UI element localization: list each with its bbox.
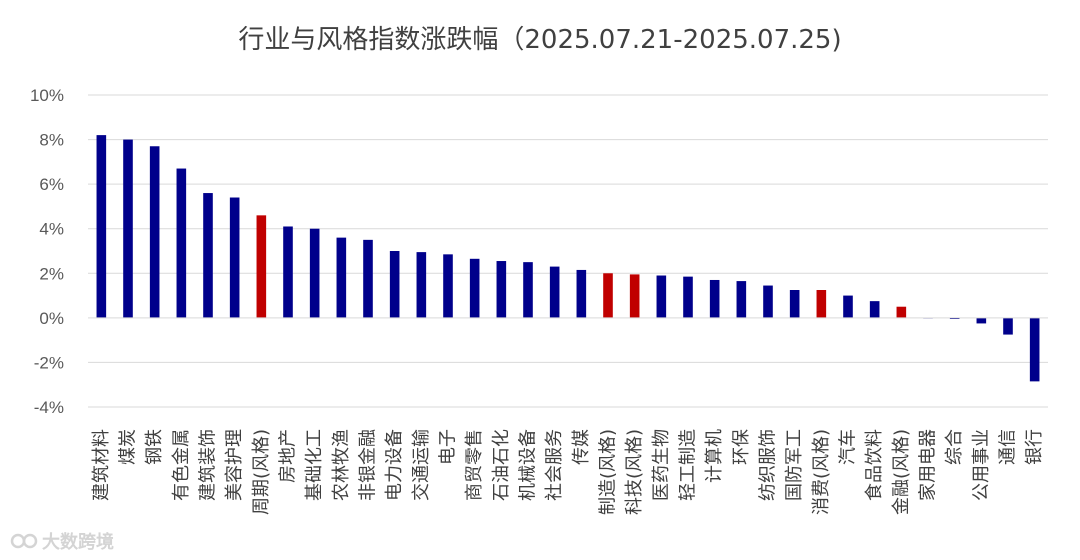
bar [416,252,427,318]
x-tick-label: 纺织服饰 [758,429,779,501]
x-tick-label: 消费(风格) [811,429,832,515]
y-tick-label: 10% [30,86,64,105]
x-tick-label: 家用电器 [918,429,939,501]
bar [709,279,720,318]
x-tick-label: 房地产 [278,429,299,483]
bar [736,281,747,318]
x-tick-label: 农林牧渔 [331,429,352,501]
x-tick-label: 电力设备 [384,429,405,501]
x-tick-label: 国防军工 [784,429,805,501]
bar [469,258,480,318]
chart-title: 行业与风格指数涨跌幅（2025.07.21-2025.07.25) [238,25,841,55]
x-tick-label: 基础化工 [304,429,325,501]
bar [843,295,853,318]
infinity-logo-icon [10,533,38,549]
y-tick-label: 6% [39,175,64,194]
x-tick-label: 银行 [1024,429,1045,465]
y-tick-label: 0% [39,309,64,328]
bar [176,168,187,318]
bar [1029,317,1040,382]
bar [576,269,587,318]
x-tick-label: 环保 [731,429,752,465]
bar [789,290,800,318]
x-tick-label: 计算机 [704,429,725,483]
x-tick-label: 机械设备 [518,429,539,501]
y-tick-label: 4% [39,220,64,239]
x-tick-label: 制造(风格) [598,429,619,515]
watermark: 大数跨境 [10,531,114,553]
bar [283,226,293,318]
bar [816,290,827,318]
x-tick-label: 交通运输 [411,429,432,501]
bar [389,251,400,318]
x-tick-label: 金融(风格) [891,429,912,515]
x-tick-label: 食品饮料 [864,429,885,501]
bar [309,228,320,318]
x-tick-label: 钢铁 [144,429,165,465]
bar [229,197,240,318]
x-tick-label: 社会服务 [544,429,565,501]
x-tick-label: 周期(风格) [251,429,272,515]
bar [896,306,907,318]
bar [149,146,160,318]
bar [496,261,507,318]
x-tick-label: 美容护理 [224,429,245,501]
bar [1003,317,1013,335]
x-tick-label: 煤炭 [118,429,139,465]
gridlines [88,94,1048,408]
x-tick-label: 有色金属 [171,429,192,501]
bar [363,239,373,318]
x-axis-ticks: 建筑材料 煤炭 钢铁 有色金属 建筑装饰 美容护理 周期(风格) 房地产 基础化工 农林牧渔 非银金… [91,429,1045,515]
y-axis-ticks: -4% -2% 0% 2% 4% 6% 8% 10% [30,86,64,417]
bar [96,135,107,318]
x-tick-label: 综合 [944,429,965,465]
x-tick-label: 建筑装饰 [198,429,219,501]
bar [336,237,347,318]
x-tick-label: 非银金融 [358,429,379,501]
x-tick-label: 科技(风格) [624,429,645,515]
bar [656,275,667,318]
x-tick-label: 建筑材料 [91,429,112,501]
bar [976,317,987,324]
y-tick-label: -4% [34,398,64,417]
y-tick-label: -2% [34,353,64,372]
bar [763,285,773,318]
x-tick-label: 电子 [438,429,459,465]
bar [123,139,133,318]
y-tick-label: 2% [39,264,64,283]
bar [443,254,453,318]
bar [683,276,693,318]
bar [549,266,560,318]
bar [629,274,640,318]
x-tick-label: 通信 [998,429,1019,465]
bars [96,135,1040,382]
x-tick-label: 商贸零售 [464,429,485,501]
bar [256,215,267,318]
bar [949,317,960,319]
x-tick-label: 公用事业 [971,429,992,501]
x-tick-label: 医药生物 [651,429,672,501]
bar [869,301,880,318]
x-tick-label: 石油石化 [491,429,512,501]
y-tick-label: 8% [39,131,64,150]
bar [603,273,613,318]
x-tick-label: 传媒 [571,429,592,465]
x-tick-label: 轻工制造 [678,429,699,501]
x-tick-label: 汽车 [838,429,859,465]
bar [523,262,533,318]
watermark-text: 大数跨境 [42,531,114,553]
bar [203,193,213,318]
